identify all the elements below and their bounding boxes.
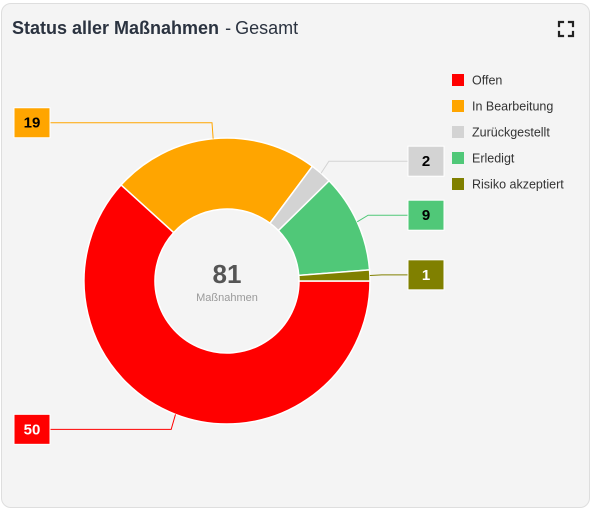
center-total-label: Maßnahmen (196, 292, 258, 304)
connector-line (50, 122, 214, 139)
data-label-box (13, 107, 51, 139)
connector-line (369, 274, 408, 276)
legend-swatch (452, 152, 464, 164)
chart-subtitle: Gesamt (235, 18, 299, 38)
data-label-value: 19 (24, 115, 41, 132)
legend-item[interactable]: Erledigt (452, 152, 515, 166)
data-label-box (407, 259, 445, 291)
legend-swatch (452, 74, 464, 86)
data-labels-layer: 50 19 2 9 1 (13, 107, 445, 445)
fullscreen-icon[interactable] (557, 20, 575, 38)
center-total-value: 81 (213, 259, 242, 289)
slice-offen[interactable] (83, 183, 371, 425)
slice-zurückgestellt[interactable] (268, 165, 331, 232)
legend-label: In Bearbeitung (472, 100, 553, 114)
legend-swatch (452, 126, 464, 138)
data-label-value: 1 (422, 267, 430, 284)
slice-risiko-akzeptiert[interactable] (297, 269, 371, 282)
chart-card: Status aller Maßnahmen - Gesamt 50 19 2 9 1 Of… (1, 3, 590, 508)
connector-line (320, 160, 408, 174)
data-label: 9 (407, 199, 445, 231)
data-label-box (13, 413, 51, 445)
slice-in-bearbeitung[interactable] (120, 137, 314, 234)
data-label: 1 (407, 259, 445, 291)
legend-label: Erledigt (472, 152, 515, 166)
legend-item[interactable]: Offen (452, 74, 502, 88)
connector-line (50, 414, 176, 430)
data-label-box (407, 145, 445, 177)
legend-label: Offen (472, 74, 502, 88)
donut-chart: 50 19 2 9 1 Offen In Bearbeitung Zurückgestell… (13, 74, 564, 445)
slice-erledigt[interactable] (277, 179, 371, 277)
connector-line (356, 214, 408, 223)
data-label-value: 9 (422, 207, 430, 224)
data-label: 19 (13, 107, 51, 139)
legend-swatch (452, 100, 464, 112)
legend-item[interactable]: In Bearbeitung (452, 100, 553, 114)
chart-title: Status aller Maßnahmen (12, 18, 220, 38)
data-label-box (407, 199, 445, 231)
data-label: 50 (13, 413, 51, 445)
slices-layer (83, 137, 371, 425)
data-label: 2 (407, 145, 445, 177)
legend-item[interactable]: Risiko akzeptiert (452, 178, 564, 192)
legend-label: Zurückgestellt (472, 126, 550, 140)
legend-label: Risiko akzeptiert (472, 178, 564, 192)
legend: Offen In Bearbeitung Zurückgestellt Erledig… (452, 74, 564, 192)
data-label-value: 2 (422, 153, 430, 170)
chart-header: Status aller Maßnahmen - Gesamt (12, 18, 298, 39)
legend-item[interactable]: Zurückgestellt (452, 126, 550, 140)
connectors-layer (50, 122, 408, 430)
data-label-value: 50 (24, 421, 41, 438)
legend-swatch (452, 178, 464, 190)
title-separator: - (225, 18, 232, 38)
